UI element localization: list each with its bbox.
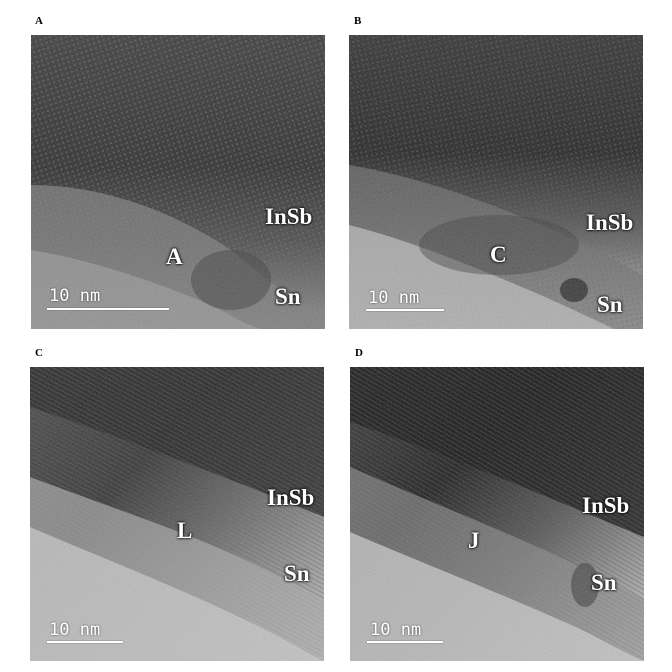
layer-label-sn: Sn bbox=[284, 561, 310, 586]
scale-bar-label: 10 nm bbox=[368, 288, 420, 308]
micrograph-panel-d: InSb Sn J 10 nm bbox=[350, 367, 644, 661]
panel-letter-b: B bbox=[354, 15, 362, 27]
region-label: J bbox=[468, 528, 480, 553]
micrograph-panel-b: InSb Sn C 10 nm bbox=[349, 35, 643, 329]
micrograph-image-c bbox=[30, 367, 324, 661]
micrograph-panel-c: InSb Sn L 10 nm bbox=[30, 367, 324, 661]
layer-label-insb: InSb bbox=[265, 204, 313, 229]
layer-label-sn: Sn bbox=[275, 284, 301, 309]
scale-bar-label: 10 nm bbox=[49, 620, 101, 640]
micrograph-image-a bbox=[31, 35, 325, 329]
scale-bar-label: 10 nm bbox=[370, 620, 422, 640]
scale-bar bbox=[367, 641, 443, 643]
layer-label-insb: InSb bbox=[586, 210, 634, 235]
micrograph-panel-a: InSb Sn A 10 nm bbox=[31, 35, 325, 329]
panel-letter-d: D bbox=[355, 347, 363, 359]
layer-label-insb: InSb bbox=[267, 485, 315, 510]
scale-bar bbox=[47, 641, 123, 643]
layer-label-sn: Sn bbox=[591, 570, 617, 595]
micrograph-image-b bbox=[349, 35, 643, 329]
region-label: C bbox=[490, 242, 507, 267]
scale-bar bbox=[366, 309, 444, 311]
region-label: L bbox=[177, 518, 193, 543]
region-label: A bbox=[166, 244, 183, 269]
panel-letter-a: A bbox=[35, 15, 43, 27]
scale-bar-label: 10 nm bbox=[49, 286, 101, 306]
micrograph-image-d bbox=[350, 367, 644, 661]
scale-bar bbox=[47, 308, 169, 310]
layer-label-sn: Sn bbox=[597, 292, 623, 317]
layer-label-insb: InSb bbox=[582, 493, 630, 518]
panel-letter-c: C bbox=[35, 347, 43, 359]
